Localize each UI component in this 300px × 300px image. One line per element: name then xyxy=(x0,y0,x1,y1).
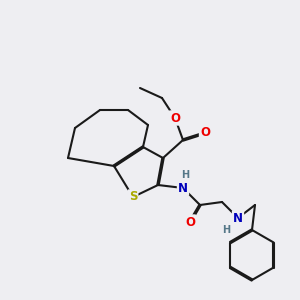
Text: N: N xyxy=(178,182,188,194)
Text: O: O xyxy=(200,127,210,140)
Text: S: S xyxy=(129,190,137,203)
Text: N: N xyxy=(233,212,243,224)
Text: O: O xyxy=(170,112,180,124)
Text: H: H xyxy=(181,170,189,180)
Text: H: H xyxy=(222,225,230,235)
Text: O: O xyxy=(185,215,195,229)
